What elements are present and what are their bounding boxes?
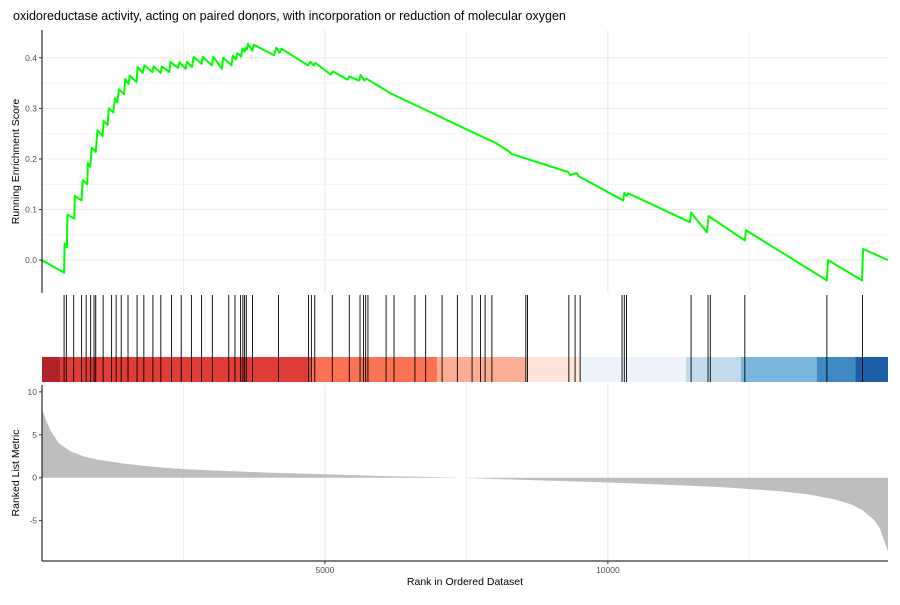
y-axis-title: Ranked List Metric	[10, 430, 22, 517]
axis-text-layer: 0.0 0.1 0.2 0.3 0.4 -5 0 5 10 5000 10000 Rank in Or…	[10, 53, 620, 588]
rank-color-band	[580, 357, 686, 382]
x-axis-title: Rank in Ordered Dataset	[407, 576, 523, 588]
rank-color-band	[42, 357, 61, 382]
x-tick-label: 5000	[315, 565, 334, 575]
rank-color-band	[685, 357, 741, 382]
y-tick-label: 0.0	[25, 255, 37, 265]
rank-color-band	[740, 357, 817, 382]
rank-color-band	[816, 357, 856, 382]
chart-title: oxidoreductase activity, acting on paire…	[13, 9, 566, 23]
y-tick-label: 0.2	[25, 154, 37, 164]
y-tick-label: -5	[29, 516, 37, 526]
y-tick-label: 10	[28, 387, 38, 397]
rank-color-band	[855, 357, 888, 382]
y-tick-label: 0.4	[25, 53, 37, 63]
y-tick-label: 0.3	[25, 103, 37, 113]
x-tick-label: 10000	[596, 565, 620, 575]
rank-color-band	[60, 357, 311, 382]
axes-layer	[39, 30, 888, 564]
ranked-area-layer	[42, 409, 888, 552]
y-axis-title: Running Enrichment Score	[10, 99, 22, 225]
enrichment-line-layer	[41, 42, 889, 282]
rank-color-band	[436, 357, 527, 382]
rank-color-band	[526, 357, 581, 382]
y-tick-label: 0	[32, 473, 37, 483]
color-band-layer	[42, 357, 888, 382]
gene-hit-layer	[63, 295, 863, 382]
y-tick-label: 0.1	[25, 205, 37, 215]
enrichment-score-line	[41, 42, 889, 282]
rank-color-band	[310, 357, 437, 382]
y-tick-label: 5	[32, 430, 37, 440]
grid-layer	[42, 30, 888, 561]
ranked-metric-area	[42, 409, 888, 552]
